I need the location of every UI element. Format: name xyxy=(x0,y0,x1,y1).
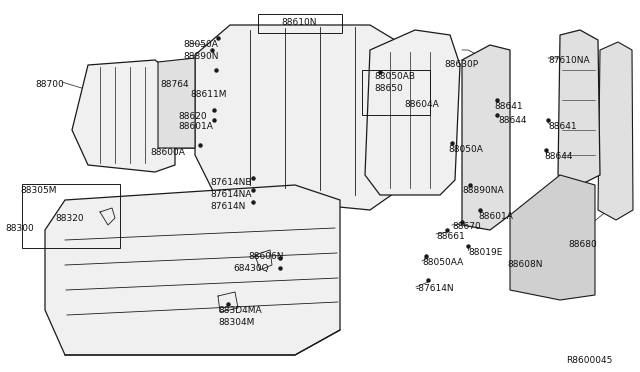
Text: 88305M: 88305M xyxy=(20,186,56,195)
Polygon shape xyxy=(598,42,633,220)
Polygon shape xyxy=(558,30,600,185)
Text: 88890N: 88890N xyxy=(183,52,218,61)
Text: 88700: 88700 xyxy=(35,80,64,89)
Polygon shape xyxy=(195,25,420,210)
Text: 88644: 88644 xyxy=(498,116,527,125)
Text: 88019E: 88019E xyxy=(468,248,502,257)
Text: 88641: 88641 xyxy=(548,122,577,131)
Text: 87614NB: 87614NB xyxy=(210,178,252,187)
Text: -87614N: -87614N xyxy=(416,284,454,293)
Polygon shape xyxy=(365,30,460,195)
Text: 88680: 88680 xyxy=(568,240,596,249)
Text: 87610NA: 87610NA xyxy=(548,56,589,65)
Text: 88320: 88320 xyxy=(55,214,84,223)
Text: 88630P: 88630P xyxy=(444,60,478,69)
Text: R8600045: R8600045 xyxy=(566,356,612,365)
Text: 88601A: 88601A xyxy=(478,212,513,221)
Text: 88606N: 88606N xyxy=(248,252,284,261)
Polygon shape xyxy=(72,60,175,172)
Polygon shape xyxy=(510,175,595,300)
Text: 88050AA: 88050AA xyxy=(422,258,463,267)
Polygon shape xyxy=(45,185,340,355)
Text: 88620: 88620 xyxy=(178,112,207,121)
Bar xyxy=(362,70,430,115)
Text: 88644: 88644 xyxy=(544,152,573,161)
Text: 88641: 88641 xyxy=(494,102,523,111)
Text: 88764: 88764 xyxy=(160,80,189,89)
Polygon shape xyxy=(462,45,510,230)
Text: 68430Q: 68430Q xyxy=(233,264,269,273)
Text: 88050AB: 88050AB xyxy=(374,72,415,81)
Text: 87614N: 87614N xyxy=(210,202,245,211)
Text: 88604A: 88604A xyxy=(404,100,439,109)
Text: 88601A: 88601A xyxy=(178,122,213,131)
Polygon shape xyxy=(158,58,195,148)
Text: 883D4MA: 883D4MA xyxy=(218,306,262,315)
Text: 88050A: 88050A xyxy=(183,40,218,49)
Text: 88661: 88661 xyxy=(436,232,465,241)
Text: 87614NA: 87614NA xyxy=(210,190,252,199)
Text: 88300: 88300 xyxy=(5,224,34,233)
Text: 88611M: 88611M xyxy=(190,90,227,99)
Text: 88610N: 88610N xyxy=(281,18,317,27)
Bar xyxy=(22,184,120,248)
Text: 88600A: 88600A xyxy=(150,148,185,157)
Text: 88670: 88670 xyxy=(452,222,481,231)
Text: 88608N: 88608N xyxy=(507,260,543,269)
Bar xyxy=(258,14,342,33)
Text: 88890NA: 88890NA xyxy=(462,186,504,195)
Text: 88650: 88650 xyxy=(374,84,403,93)
Text: 88050A: 88050A xyxy=(448,145,483,154)
Text: 88304M: 88304M xyxy=(218,318,254,327)
